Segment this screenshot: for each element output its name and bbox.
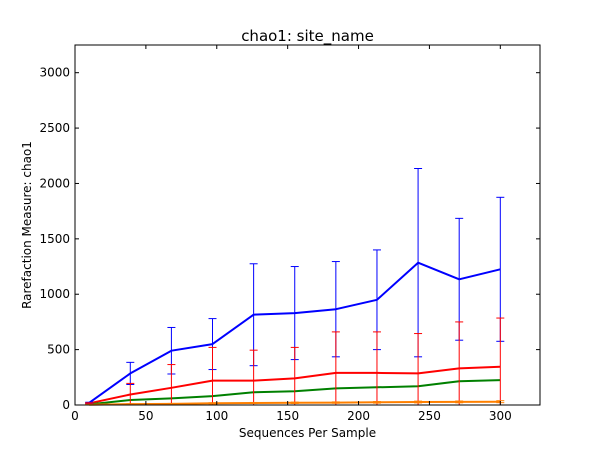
y-tick-label: 2500 [39,121,70,135]
y-tick-label: 3000 [39,66,70,80]
series-3-errorbar [331,401,340,404]
plot-content [85,168,505,406]
y-axis-label: Rarefaction Measure: chao1 [20,141,34,309]
series-3-errorbar [414,400,423,404]
y-tick-label: 0 [62,398,70,412]
chart-title: chao1: site_name [241,27,374,46]
series-1-errorbar [85,402,94,405]
series-3-errorbar [290,401,299,404]
series-3-errorbar [167,402,176,405]
series-3-errorbar [126,403,135,405]
series-3-errorbar [455,400,464,404]
y-tick-label: 500 [47,343,70,357]
x-tick-label: 250 [418,409,441,423]
series-3-errorbar [249,401,258,405]
x-tick-label: 50 [138,409,153,423]
x-tick-label: 100 [205,409,228,423]
x-tick-label: 300 [489,409,512,423]
y-tick-label: 1500 [39,232,70,246]
x-tick-label: 200 [347,409,370,423]
y-tick-label: 2000 [39,176,70,190]
x-axis-label: Sequences Per Sample [239,426,376,440]
x-tick-label: 0 [71,409,79,423]
x-tick-label: 150 [276,409,299,423]
y-tick-label: 1000 [39,287,70,301]
series-3-errorbar [372,401,381,404]
plot-frame [74,44,541,406]
axis-ticks: 0 50 100 150 200 250 3000500100015002000250030… [39,45,540,423]
series-3-errorbar [208,402,217,405]
